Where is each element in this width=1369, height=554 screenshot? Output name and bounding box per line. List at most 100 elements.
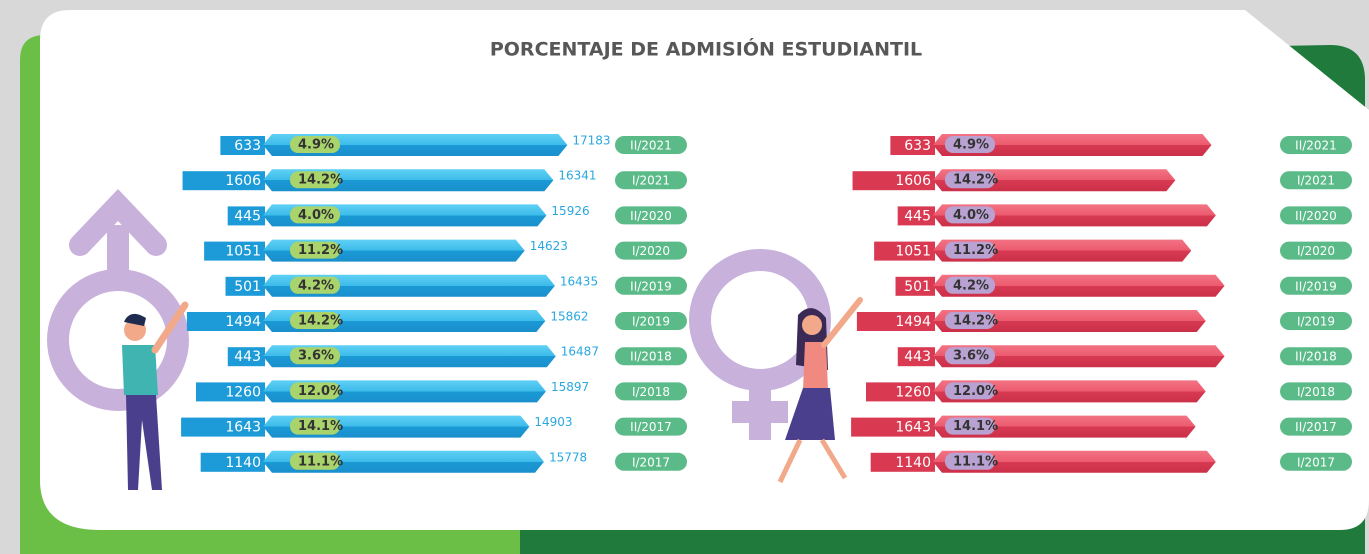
admitted-label: 1051 <box>225 244 261 260</box>
period-pill <box>1280 347 1352 366</box>
percent-label: 14.2% <box>953 314 998 329</box>
applicants-bar <box>933 345 1225 368</box>
percent-pill <box>290 382 340 400</box>
applicants-label: 16435 <box>560 274 598 288</box>
percent-label: 14.1% <box>953 419 998 434</box>
percent-pill <box>290 136 340 153</box>
applicants-bar <box>933 450 1216 473</box>
applicants-label: 14903 <box>534 415 572 429</box>
admitted-bar <box>890 136 935 155</box>
admitted-label: 1140 <box>225 455 261 471</box>
period-label: II/2020 <box>630 209 672 223</box>
admitted-label: 501 <box>904 279 931 295</box>
percent-pill <box>290 276 340 294</box>
percent-label: 4.0% <box>298 208 334 223</box>
percent-label: 14.2% <box>953 173 998 188</box>
period-label: II/2018 <box>630 350 672 364</box>
admitted-bar <box>204 241 265 261</box>
admitted-bar <box>856 312 935 331</box>
applicants-bar <box>933 415 1196 438</box>
applicants-label: 16341 <box>558 169 596 183</box>
period-pill <box>615 171 687 190</box>
percent-label: 4.9% <box>298 138 334 153</box>
applicants-label: 16487 <box>561 345 599 359</box>
period-label: II/2021 <box>1295 139 1337 153</box>
male-figure <box>47 189 189 411</box>
admitted-label: 1260 <box>225 384 261 400</box>
period-label: II/2017 <box>630 420 672 434</box>
applicants-bar <box>933 239 1192 262</box>
period-pill <box>615 312 687 330</box>
period-pill <box>1280 452 1352 471</box>
admitted-bar <box>852 171 935 191</box>
period-label: I/2018 <box>1297 385 1335 399</box>
admitted-label: 443 <box>904 349 931 365</box>
period-label: I/2017 <box>632 455 670 469</box>
admitted-label: 1260 <box>895 384 931 400</box>
percent-label: 4.2% <box>953 278 989 293</box>
admitted-bar <box>874 241 935 261</box>
period-pill <box>1280 276 1352 295</box>
percent-pill <box>945 276 995 294</box>
percent-pill <box>290 206 340 224</box>
admitted-bar <box>186 312 265 331</box>
admitted-label: 633 <box>234 138 261 154</box>
applicants-bar <box>933 274 1225 297</box>
period-label: I/2020 <box>632 244 670 258</box>
percent-label: 12.0% <box>298 384 343 399</box>
period-label: II/2017 <box>1295 420 1337 434</box>
admitted-bar <box>220 136 265 155</box>
percent-pill <box>290 452 340 470</box>
admitted-bar <box>897 347 935 367</box>
applicants-bar <box>933 310 1206 332</box>
applicants-label: 15778 <box>549 450 587 464</box>
percent-pill <box>290 347 340 365</box>
admitted-bar <box>225 276 265 296</box>
applicants-label: 15862 <box>550 310 588 324</box>
percent-pill <box>945 312 995 329</box>
admitted-bar <box>181 417 265 437</box>
period-label: I/2019 <box>1297 315 1335 329</box>
period-label: II/2020 <box>1295 209 1337 223</box>
period-pill <box>615 136 687 154</box>
male-person <box>122 301 189 490</box>
applicants-label: 14623 <box>530 239 568 253</box>
admitted-bar <box>897 206 935 226</box>
period-pill <box>615 276 687 295</box>
period-pill <box>615 347 687 366</box>
admitted-label: 1606 <box>895 173 931 189</box>
percent-label: 12.0% <box>953 384 998 399</box>
percent-pill <box>290 171 340 189</box>
percent-label: 11.1% <box>298 454 343 469</box>
percent-pill <box>945 382 995 400</box>
period-label: I/2020 <box>1297 244 1335 258</box>
percent-label: 11.2% <box>953 243 998 258</box>
admitted-bar <box>227 206 265 226</box>
period-label: II/2019 <box>630 279 672 293</box>
admitted-label: 1494 <box>225 314 261 330</box>
percent-label: 4.2% <box>298 278 334 293</box>
title: PORCENTAJE DE ADMISIÓN ESTUDIANTIL <box>490 37 922 61</box>
period-label: I/2021 <box>632 174 670 188</box>
percent-label: 3.6% <box>298 349 334 364</box>
admitted-label: 1643 <box>225 420 261 436</box>
period-pill <box>1280 171 1352 190</box>
admitted-bar <box>851 417 935 437</box>
percent-pill <box>945 241 995 259</box>
percent-pill <box>945 206 995 224</box>
period-pill <box>1280 382 1352 401</box>
period-label: I/2021 <box>1297 174 1335 188</box>
admitted-label: 1051 <box>895 244 931 260</box>
applicants-label: 15897 <box>551 380 589 394</box>
period-pill <box>1280 417 1352 436</box>
percent-label: 14.1% <box>298 419 343 434</box>
applicants-label: 15926 <box>551 204 589 218</box>
percent-label: 4.0% <box>953 208 989 223</box>
applicants-label: 17183 <box>572 134 610 148</box>
percent-label: 11.1% <box>953 454 998 469</box>
admitted-label: 445 <box>234 208 261 224</box>
admitted-label: 1606 <box>225 173 261 189</box>
period-pill <box>1280 136 1352 154</box>
admitted-label: 443 <box>234 349 261 365</box>
